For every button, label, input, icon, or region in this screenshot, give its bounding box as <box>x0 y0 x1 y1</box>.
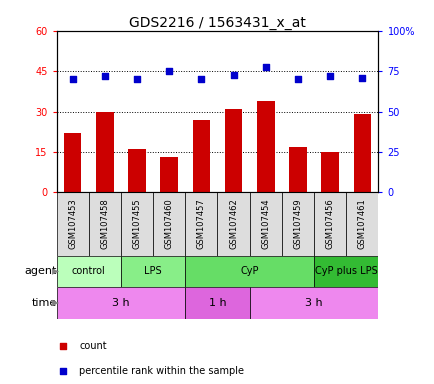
Bar <box>153 192 185 256</box>
Bar <box>128 149 145 192</box>
Bar <box>64 133 81 192</box>
Point <box>262 63 269 70</box>
Text: count: count <box>79 341 106 351</box>
Point <box>294 76 301 83</box>
Point <box>272 40 279 46</box>
Bar <box>313 256 378 287</box>
Point <box>326 73 333 79</box>
Text: 3 h: 3 h <box>305 298 322 308</box>
Point <box>230 71 237 78</box>
Bar <box>121 256 185 287</box>
Bar <box>56 256 121 287</box>
Text: control: control <box>72 266 105 276</box>
Point <box>197 76 204 83</box>
Bar <box>185 287 249 319</box>
Bar <box>281 192 313 256</box>
Bar <box>289 147 306 192</box>
Bar <box>56 192 89 256</box>
Text: GSM107455: GSM107455 <box>132 199 141 249</box>
Bar <box>321 152 338 192</box>
Bar <box>192 120 210 192</box>
Text: time: time <box>31 298 56 308</box>
Text: 1 h: 1 h <box>208 298 226 308</box>
Text: GSM107454: GSM107454 <box>261 199 270 249</box>
Text: percentile rank within the sample: percentile rank within the sample <box>79 366 243 376</box>
Text: 3 h: 3 h <box>112 298 129 308</box>
Text: GSM107456: GSM107456 <box>325 199 334 250</box>
Bar <box>56 287 185 319</box>
Bar <box>313 192 345 256</box>
Point <box>101 73 108 79</box>
Point <box>272 270 279 276</box>
Point <box>165 68 172 74</box>
Bar <box>121 192 153 256</box>
Point <box>133 76 140 83</box>
Text: GSM107457: GSM107457 <box>197 199 205 250</box>
Text: LPS: LPS <box>144 266 161 276</box>
Bar <box>224 109 242 192</box>
Bar <box>185 256 313 287</box>
Bar <box>89 192 121 256</box>
Bar <box>353 114 370 192</box>
Text: CyP plus LPS: CyP plus LPS <box>314 266 377 276</box>
Title: GDS2216 / 1563431_x_at: GDS2216 / 1563431_x_at <box>129 16 305 30</box>
Text: GSM107458: GSM107458 <box>100 199 109 250</box>
Text: CyP: CyP <box>240 266 258 276</box>
Text: GSM107462: GSM107462 <box>229 199 237 250</box>
Bar <box>345 192 378 256</box>
Bar <box>249 192 281 256</box>
Text: GSM107453: GSM107453 <box>68 199 77 250</box>
Point <box>358 75 365 81</box>
Text: agent: agent <box>24 266 56 276</box>
Bar <box>96 112 113 192</box>
Bar <box>249 287 378 319</box>
Text: GSM107459: GSM107459 <box>293 199 302 249</box>
Bar <box>160 157 178 192</box>
Bar <box>217 192 249 256</box>
Text: GSM107460: GSM107460 <box>164 199 173 250</box>
Text: GSM107461: GSM107461 <box>357 199 366 250</box>
Bar <box>185 192 217 256</box>
Bar <box>256 101 274 192</box>
Point <box>69 76 76 83</box>
